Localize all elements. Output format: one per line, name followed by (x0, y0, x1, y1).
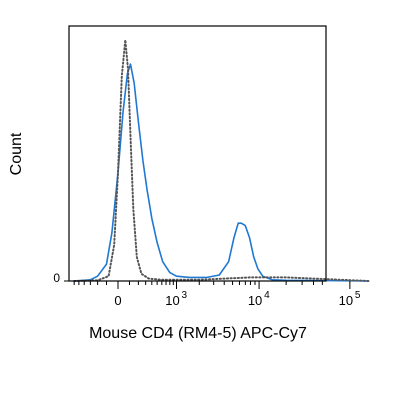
x-tick-label: 10 (248, 293, 262, 308)
x-tick-exponent: 4 (264, 290, 270, 301)
x-tick-exponent: 3 (182, 290, 188, 301)
stained-histogram-line (74, 63, 369, 282)
x-tick-label: 10 (165, 293, 179, 308)
y-axis-label: Count (8, 132, 25, 175)
plot-frame (68, 25, 327, 282)
control-histogram-line (73, 39, 370, 282)
x-tick-label: 10 (339, 293, 353, 308)
x-axis-label: Mouse CD4 (RM4-5) APC-Cy7 (89, 325, 307, 342)
y-tick-label: 0 (53, 271, 60, 285)
x-tick-label: 0 (114, 293, 121, 308)
x-tick-exponent: 5 (355, 290, 361, 301)
